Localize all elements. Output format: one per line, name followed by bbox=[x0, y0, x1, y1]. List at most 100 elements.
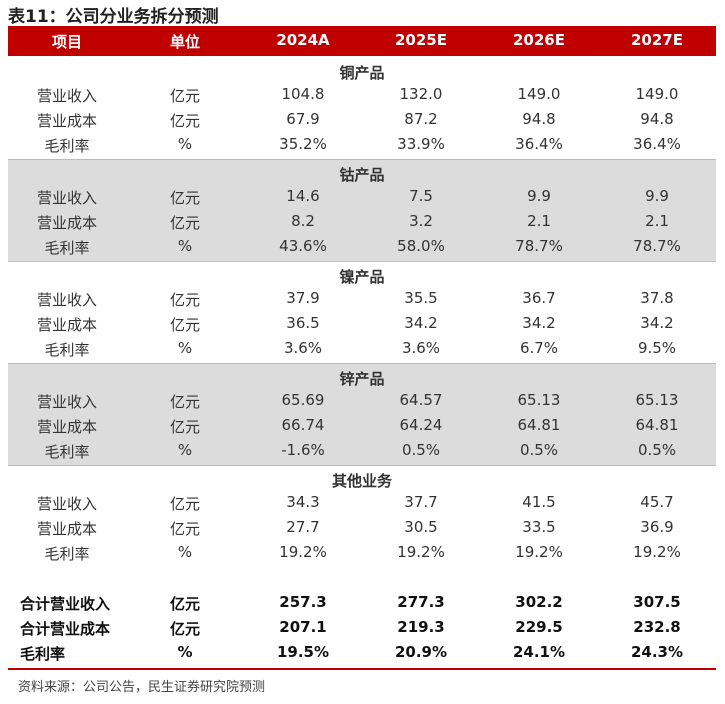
table-cell: 0.5% bbox=[637, 441, 677, 459]
table-cell: 34.2 bbox=[404, 314, 438, 332]
table-cell: 37.8 bbox=[640, 289, 674, 307]
table-cell: 6.7% bbox=[519, 339, 559, 357]
total-cell: 24.1% bbox=[512, 643, 566, 661]
table-cell: 78.7% bbox=[633, 237, 681, 255]
header-cell: 单位 bbox=[169, 33, 200, 51]
table-cell: 亿元 bbox=[169, 495, 200, 513]
table-cell: 65.13 bbox=[517, 391, 561, 409]
table-cell: 营业收入 bbox=[36, 189, 97, 207]
section-bg bbox=[8, 160, 716, 262]
total-cell: 232.8 bbox=[633, 618, 681, 636]
total-cell: 257.3 bbox=[279, 593, 327, 611]
table-cell: 3.6% bbox=[283, 339, 323, 357]
table-cell: 9.9 bbox=[527, 187, 551, 205]
table-cell: 亿元 bbox=[169, 418, 200, 436]
table-cell: -1.6% bbox=[281, 441, 325, 459]
table-cell: 30.5 bbox=[404, 518, 438, 536]
table-cell: 149.0 bbox=[517, 85, 561, 103]
table-cell: 9.9 bbox=[645, 187, 669, 205]
section-title: 钴产品 bbox=[339, 166, 385, 184]
table-cell: 87.2 bbox=[404, 110, 438, 128]
total-cell: 302.2 bbox=[515, 593, 563, 611]
total-cell: 亿元 bbox=[169, 620, 200, 638]
table-cell: 14.6 bbox=[286, 187, 320, 205]
table-cell: 27.7 bbox=[286, 518, 320, 536]
table-cell: 64.24 bbox=[399, 416, 443, 434]
table-cell: 37.9 bbox=[286, 289, 320, 307]
header-cell: 2026E bbox=[513, 31, 565, 49]
table-cell: 66.74 bbox=[281, 416, 325, 434]
section-title: 锌产品 bbox=[339, 370, 385, 388]
table-cell: 36.4% bbox=[515, 135, 563, 153]
table-cell: 19.2% bbox=[279, 543, 327, 561]
table-cell: 毛利率 bbox=[44, 545, 90, 563]
table-cell: 34.2 bbox=[522, 314, 556, 332]
table-cell: 亿元 bbox=[169, 112, 200, 130]
table-cell: 19.2% bbox=[515, 543, 563, 561]
total-cell: 219.3 bbox=[397, 618, 445, 636]
table-cell: 37.7 bbox=[404, 493, 438, 511]
section-divider bbox=[8, 465, 716, 466]
total-cell: 合计营业收入 bbox=[20, 595, 111, 613]
table-cell: 营业收入 bbox=[36, 87, 97, 105]
table-cell: 亿元 bbox=[169, 214, 200, 232]
table-cell: 3.2 bbox=[409, 212, 433, 230]
table-cell: 65.69 bbox=[281, 391, 325, 409]
table-cell: 毛利率 bbox=[44, 341, 90, 359]
table-cell: % bbox=[177, 543, 193, 561]
table-cell: 35.5 bbox=[404, 289, 438, 307]
table-cell: 34.3 bbox=[286, 493, 320, 511]
section-divider bbox=[8, 159, 716, 160]
total-cell: 20.9% bbox=[394, 643, 448, 661]
table-cell: 3.6% bbox=[401, 339, 441, 357]
total-cell: 207.1 bbox=[279, 618, 327, 636]
table-cell: 0.5% bbox=[401, 441, 441, 459]
section-title: 铜产品 bbox=[339, 64, 385, 82]
table-cell: 2.1 bbox=[645, 212, 669, 230]
table-cell: 2.1 bbox=[527, 212, 551, 230]
table-cell: % bbox=[177, 339, 193, 357]
section-title: 镍产品 bbox=[339, 268, 385, 286]
total-cell: 19.5% bbox=[276, 643, 330, 661]
total-cell: 合计营业成本 bbox=[20, 620, 111, 638]
table-cell: 33.9% bbox=[397, 135, 445, 153]
table-cell: 58.0% bbox=[397, 237, 445, 255]
total-cell: 毛利率 bbox=[20, 645, 66, 663]
table-cell: 41.5 bbox=[522, 493, 556, 511]
table-cell: 营业成本 bbox=[36, 214, 97, 232]
table-cell: 94.8 bbox=[522, 110, 556, 128]
table-cell: 营业成本 bbox=[36, 418, 97, 436]
section-bg bbox=[8, 364, 716, 466]
table-cell: % bbox=[177, 135, 193, 153]
header-cell: 项目 bbox=[51, 33, 82, 51]
total-cell: 24.3% bbox=[630, 643, 684, 661]
table-title: 表11：公司分业务拆分预测 bbox=[8, 7, 219, 27]
total-cell: 307.5 bbox=[633, 593, 681, 611]
table-cell: 毛利率 bbox=[44, 443, 90, 461]
header-cell: 2024A bbox=[276, 31, 330, 49]
table-cell: 43.6% bbox=[279, 237, 327, 255]
source-note: 资料来源：公司公告，民生证券研究院预测 bbox=[18, 680, 266, 695]
header-cell: 2025E bbox=[395, 31, 447, 49]
table-cell: 19.2% bbox=[633, 543, 681, 561]
table-cell: 94.8 bbox=[640, 110, 674, 128]
table-cell: 19.2% bbox=[397, 543, 445, 561]
table-cell: 104.8 bbox=[281, 85, 325, 103]
total-cell: % bbox=[177, 643, 193, 661]
table-cell: 亿元 bbox=[169, 316, 200, 334]
table-cell: 33.5 bbox=[522, 518, 556, 536]
table-cell: 营业成本 bbox=[36, 520, 97, 538]
table-cell: 毛利率 bbox=[44, 239, 90, 257]
section-divider bbox=[8, 261, 716, 262]
table-cell: 营业收入 bbox=[36, 393, 97, 411]
table-cell: 亿元 bbox=[169, 189, 200, 207]
table-cell: 67.9 bbox=[286, 110, 320, 128]
table-cell: 营业成本 bbox=[36, 112, 97, 130]
total-cell: 277.3 bbox=[397, 593, 445, 611]
header-bg bbox=[8, 26, 716, 56]
table-cell: 0.5% bbox=[519, 441, 559, 459]
table-cell: 9.5% bbox=[637, 339, 677, 357]
table-cell: 36.4% bbox=[633, 135, 681, 153]
table-cell: 64.81 bbox=[635, 416, 679, 434]
table-cell: 149.0 bbox=[635, 85, 679, 103]
